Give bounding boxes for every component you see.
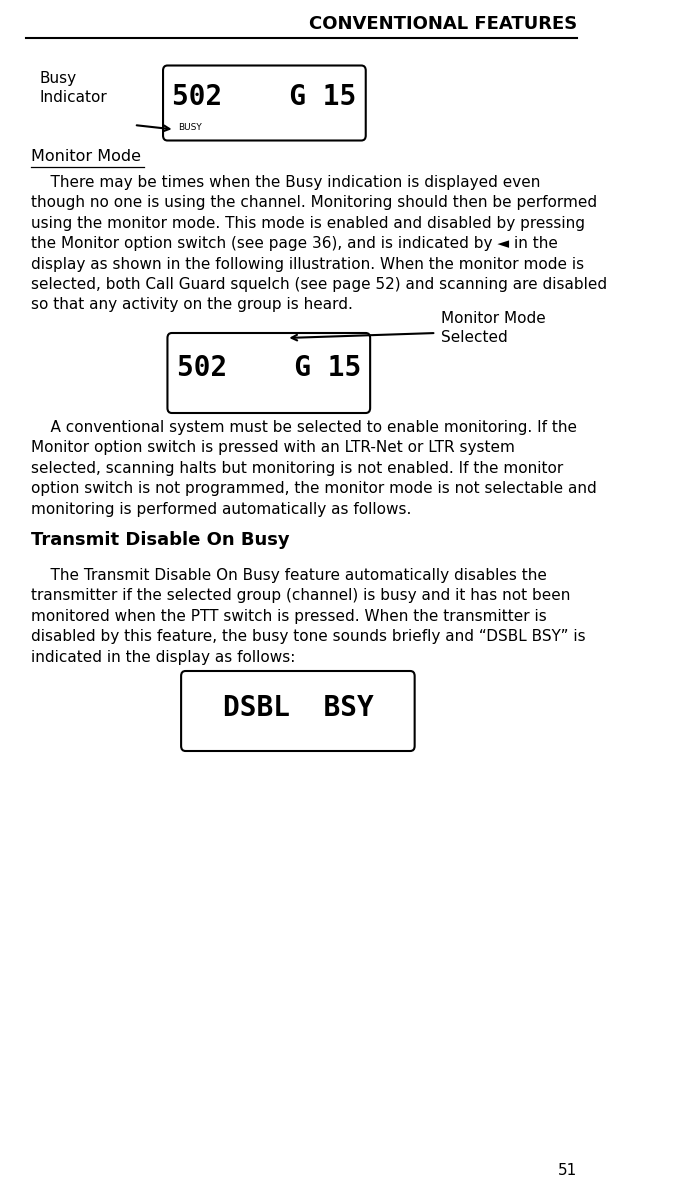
FancyBboxPatch shape — [163, 66, 366, 141]
Text: BUSY: BUSY — [178, 124, 202, 132]
Text: Transmit Disable On Busy: Transmit Disable On Busy — [31, 531, 290, 549]
FancyBboxPatch shape — [167, 333, 370, 413]
Text: DSBL  BSY: DSBL BSY — [223, 694, 373, 722]
Text: There may be times when the Busy indication is displayed even
though no one is u: There may be times when the Busy indicat… — [31, 175, 607, 313]
Text: Busy
Indicator: Busy Indicator — [40, 72, 107, 105]
Text: 502    G 15: 502 G 15 — [172, 84, 356, 111]
Text: The Transmit Disable On Busy feature automatically disables the
transmitter if t: The Transmit Disable On Busy feature aut… — [31, 568, 585, 665]
Text: A conventional system must be selected to enable monitoring. If the
Monitor opti: A conventional system must be selected t… — [31, 420, 597, 517]
Text: Monitor Mode: Monitor Mode — [31, 149, 141, 163]
Text: 51: 51 — [558, 1163, 577, 1177]
Text: CONVENTIONAL FEATURES: CONVENTIONAL FEATURES — [309, 16, 577, 33]
Text: Monitor Mode
Selected: Monitor Mode Selected — [441, 311, 545, 345]
FancyBboxPatch shape — [181, 670, 414, 752]
Text: 502    G 15: 502 G 15 — [177, 354, 361, 382]
